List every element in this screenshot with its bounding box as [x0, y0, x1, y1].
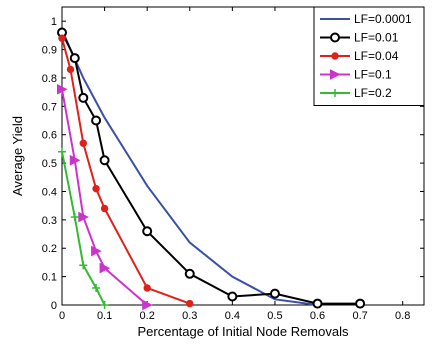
legend-label: LF=0.01: [354, 31, 399, 45]
x-tick-label: 0.3: [182, 310, 197, 322]
y-tick-label: 0.8: [42, 73, 57, 85]
data-point: [355, 298, 366, 309]
data-point: [92, 184, 100, 193]
legend-marker: [331, 52, 339, 60]
data-point: [184, 268, 195, 279]
series-1: [57, 27, 366, 309]
data-point: [91, 115, 102, 126]
legend: LF=0.0001 LF=0.01 LF=0.04 LF=0.1 LF=0.2: [313, 6, 425, 106]
series-2: [58, 34, 194, 308]
data-point: [100, 301, 109, 309]
y-tick-label: 0.3: [42, 215, 57, 227]
data-point: [78, 211, 89, 223]
y-tick-label: 0: [51, 300, 57, 312]
data-point: [99, 262, 111, 274]
data-point: [69, 154, 81, 166]
data-point: [186, 299, 194, 308]
y-axis-label: Average Yield: [10, 116, 25, 196]
legend-item: LF=0.0001: [320, 12, 412, 26]
x-tick-label: 0.1: [97, 310, 112, 322]
data-point: [142, 226, 153, 237]
axis-ticks: 0 0.1 0.2 0.3 0.4 0.5 0.6 0.7 0.8 0 0.1 0.2 0.3 0.4 0.…: [42, 7, 424, 322]
y-tick-label: 0.1: [42, 272, 57, 284]
data-point: [269, 288, 280, 299]
x-tick-label: 0.8: [395, 310, 410, 322]
data-point: [58, 34, 66, 42]
data-point: [143, 284, 151, 292]
x-tick-label: 0.5: [267, 310, 282, 322]
data-point: [66, 65, 75, 74]
series-line: [61, 89, 148, 306]
data-point: [57, 83, 68, 95]
data-point: [69, 53, 80, 64]
data-point: [92, 283, 101, 292]
legend-marker: [331, 89, 339, 97]
data-point: [79, 261, 88, 270]
y-tick-label: 0.6: [42, 130, 57, 142]
data-point: [312, 298, 323, 309]
data-point: [99, 155, 110, 166]
y-tick-label: 0.9: [42, 45, 57, 57]
legend-label: LF=0.04: [354, 49, 399, 63]
data-point: [142, 299, 153, 311]
data-point: [100, 204, 109, 213]
y-tick-label: 0.4: [42, 186, 57, 198]
legend-item: LF=0.01: [320, 31, 399, 45]
series-layer: [57, 27, 366, 311]
x-tick-label: 0: [59, 310, 65, 322]
x-tick-label: 0.4: [225, 310, 240, 322]
data-point: [227, 291, 238, 302]
y-tick-label: 0.5: [42, 158, 57, 170]
y-tick-label: 1: [51, 16, 57, 28]
legend-item: LF=0.1: [320, 68, 392, 82]
legend-label: LF=0.0001: [354, 12, 412, 26]
data-point: [78, 92, 89, 103]
legend-item: LF=0.04: [320, 49, 399, 63]
legend-label: LF=0.2: [354, 86, 392, 100]
x-tick-label: 0.6: [310, 310, 325, 322]
legend-label: LF=0.1: [354, 68, 392, 82]
x-tick-label: 0.7: [352, 310, 367, 322]
legend-marker: [330, 32, 340, 43]
y-tick-label: 0.2: [42, 243, 57, 255]
series-4: [58, 147, 109, 309]
series-3: [57, 83, 153, 311]
legend-item: LF=0.2: [320, 86, 392, 100]
data-point: [79, 139, 87, 147]
data-point: [70, 213, 79, 222]
data-point: [91, 245, 102, 257]
y-tick-label: 0.7: [42, 101, 57, 113]
x-tick-label: 0.2: [140, 310, 155, 322]
data-point: [58, 147, 66, 156]
legend-marker: [330, 69, 341, 80]
x-axis-label: Percentage of Initial Node Removals: [137, 324, 349, 339]
